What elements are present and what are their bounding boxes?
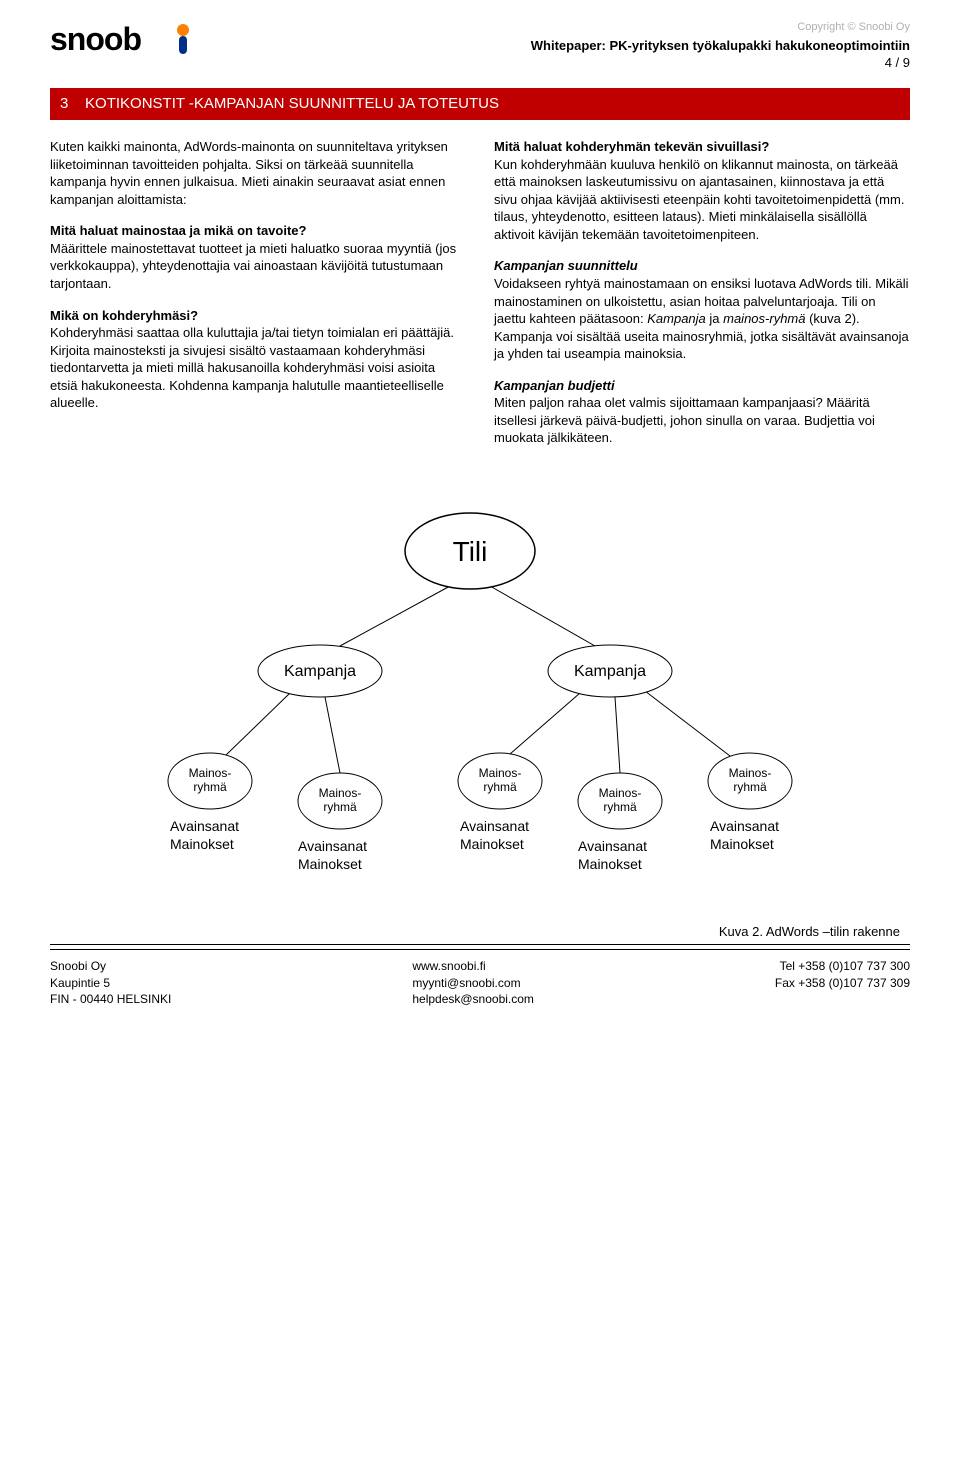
svg-text:snoob: snoob — [50, 21, 141, 57]
svg-text:Mainokset: Mainokset — [170, 836, 234, 852]
svg-text:Mainos-: Mainos- — [729, 766, 772, 780]
svg-text:Avainsanat: Avainsanat — [578, 838, 647, 854]
left-p2: Määrittele mainostettavat tuotteet ja mi… — [50, 241, 456, 291]
svg-text:Tili: Tili — [453, 536, 488, 567]
right-p5-mid: ja — [706, 311, 723, 326]
right-q3: Mitä haluat kohderyhmän tekevän sivuilla… — [494, 139, 769, 154]
right-h1: Kampanjan suunnittelu — [494, 258, 638, 273]
right-p6: Miten paljon rahaa olet valmis sijoittam… — [494, 395, 875, 445]
left-q2: Mikä on kohderyhmäsi? — [50, 308, 198, 323]
left-block-2: Mikä on kohderyhmäsi? Kohderyhmäsi saatt… — [50, 307, 466, 412]
svg-text:Mainokset: Mainokset — [460, 836, 524, 852]
footer-mid: www.snoobi.fi myynti@snoobi.com helpdesk… — [412, 958, 534, 1007]
left-p3: Kohderyhmäsi saattaa olla kuluttajia ja/… — [50, 325, 454, 410]
figure-caption: Kuva 2. AdWords –tilin rakenne — [50, 923, 910, 946]
right-h2: Kampanjan budjetti — [494, 378, 615, 393]
footer-mid-1: myynti@snoobi.com — [412, 975, 534, 991]
page-number: 4 / 9 — [531, 54, 910, 72]
footer-mid-2: helpdesk@snoobi.com — [412, 991, 534, 1007]
tree-diagram: TiliKampanjaKampanjaMainos-ryhmäMainos-r… — [130, 501, 830, 911]
svg-text:Kampanja: Kampanja — [574, 663, 646, 680]
left-column: Kuten kaikki mainonta, AdWords-mainonta … — [50, 138, 466, 461]
section-number: 3 — [60, 95, 68, 112]
footer-right: Tel +358 (0)107 737 300 Fax +358 (0)107 … — [775, 958, 910, 1007]
logo: snoob — [50, 20, 220, 60]
page-footer: Snoobi Oy Kaupintie 5 FIN - 00440 HELSIN… — [50, 958, 910, 1007]
left-block-1: Mitä haluat mainostaa ja mikä on tavoite… — [50, 222, 466, 292]
footer-left-0: Snoobi Oy — [50, 958, 171, 974]
svg-text:Mainos-: Mainos- — [319, 786, 362, 800]
logo-svg: snoob — [50, 18, 220, 62]
footer-rule — [50, 949, 910, 950]
left-p1: Kuten kaikki mainonta, AdWords-mainonta … — [50, 138, 466, 208]
diagram-container: TiliKampanjaKampanjaMainos-ryhmäMainos-r… — [50, 501, 910, 911]
right-block-3: Kampanjan budjetti Miten paljon rahaa ol… — [494, 377, 910, 447]
svg-text:ryhmä: ryhmä — [603, 800, 637, 814]
copyright-text: Copyright © Snoobi Oy — [531, 20, 910, 35]
svg-text:Mainos-: Mainos- — [479, 766, 522, 780]
whitepaper-title: Whitepaper: PK-yrityksen työkalupakki ha… — [531, 37, 910, 55]
svg-text:Kampanja: Kampanja — [284, 663, 356, 680]
section-header: 3 KOTIKONSTIT -KAMPANJAN SUUNNITTELU JA … — [50, 88, 910, 120]
right-block-1: Mitä haluat kohderyhmän tekevän sivuilla… — [494, 138, 910, 243]
footer-right-0: Tel +358 (0)107 737 300 — [775, 958, 910, 974]
svg-text:ryhmä: ryhmä — [193, 780, 227, 794]
right-p5-em1: Kampanja — [647, 311, 706, 326]
svg-text:Avainsanat: Avainsanat — [710, 818, 779, 834]
right-column: Mitä haluat kohderyhmän tekevän sivuilla… — [494, 138, 910, 461]
svg-text:Mainos-: Mainos- — [599, 786, 642, 800]
footer-right-1: Fax +358 (0)107 737 309 — [775, 975, 910, 991]
right-block-2: Kampanjan suunnittelu Voidakseen ryhtyä … — [494, 257, 910, 362]
svg-text:Avainsanat: Avainsanat — [170, 818, 239, 834]
right-p4: Kun kohderyhmään kuuluva henkilö on klik… — [494, 157, 904, 242]
header-right: Copyright © Snoobi Oy Whitepaper: PK-yri… — [531, 20, 910, 72]
svg-text:Mainokset: Mainokset — [578, 856, 642, 872]
body-columns: Kuten kaikki mainonta, AdWords-mainonta … — [50, 138, 910, 461]
svg-text:Mainokset: Mainokset — [298, 856, 362, 872]
svg-text:Avainsanat: Avainsanat — [460, 818, 529, 834]
footer-left-1: Kaupintie 5 — [50, 975, 171, 991]
footer-left-2: FIN - 00440 HELSINKI — [50, 991, 171, 1007]
right-p5-em2: mainos-ryhmä — [723, 311, 805, 326]
svg-text:Mainos-: Mainos- — [189, 766, 232, 780]
svg-text:ryhmä: ryhmä — [483, 780, 517, 794]
section-title: KOTIKONSTIT -KAMPANJAN SUUNNITTELU JA TO… — [85, 95, 499, 112]
footer-left: Snoobi Oy Kaupintie 5 FIN - 00440 HELSIN… — [50, 958, 171, 1007]
svg-text:Mainokset: Mainokset — [710, 836, 774, 852]
left-q1: Mitä haluat mainostaa ja mikä on tavoite… — [50, 223, 306, 238]
svg-text:Avainsanat: Avainsanat — [298, 838, 367, 854]
page-header: snoob Copyright © Snoobi Oy Whitepaper: … — [50, 20, 910, 72]
svg-text:ryhmä: ryhmä — [323, 800, 357, 814]
svg-text:ryhmä: ryhmä — [733, 780, 767, 794]
footer-mid-0: www.snoobi.fi — [412, 958, 534, 974]
